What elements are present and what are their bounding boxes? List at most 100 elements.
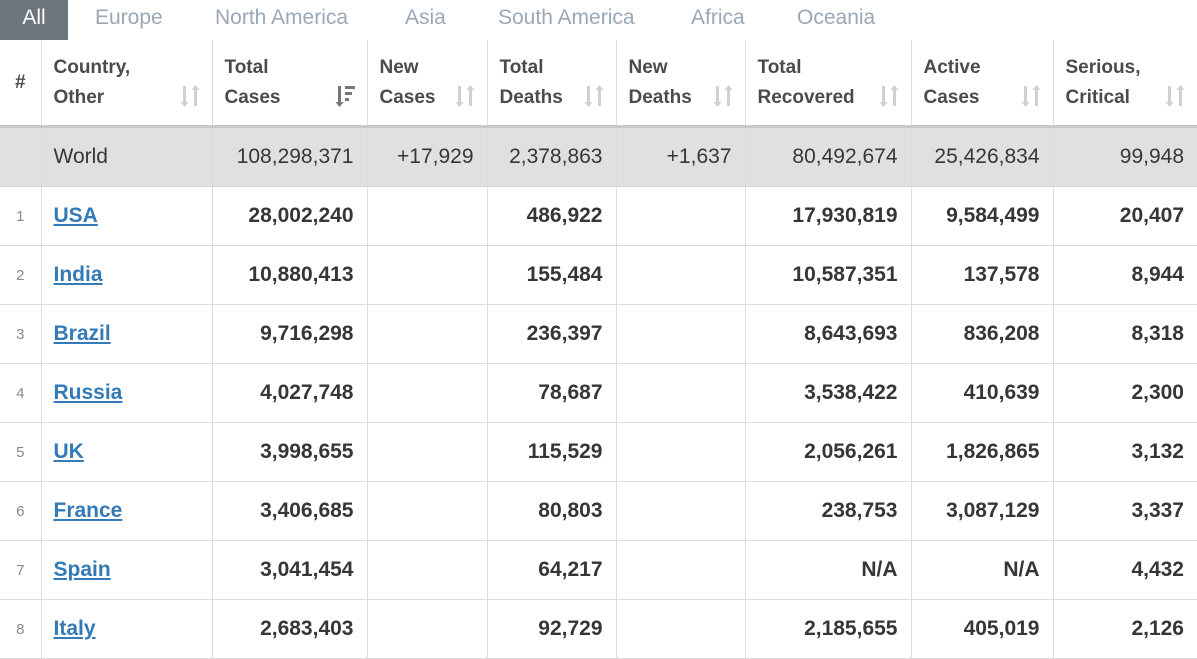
rank-cell: 5 [0,422,42,482]
table-row: 2 India 10,880,413 155,484 10,587,351 13… [0,245,1197,305]
table-row: 5 UK 3,998,655 115,529 2,056,261 1,826,8… [0,422,1197,482]
new-cases-cell [367,599,488,659]
world-total-row: World 108,298,371 +17,929 2,378,863 +1,6… [0,126,1197,187]
sort-descending-icon[interactable] [335,84,355,108]
header-active-cases[interactable]: Active Cases [911,40,1054,128]
tab-all[interactable]: All [0,0,68,40]
new-deaths-cell [616,363,746,423]
rank-cell: 3 [0,304,42,364]
world-rank-cell [0,126,42,187]
total-cases-cell: 3,041,454 [212,540,368,600]
country-link[interactable]: UK [53,440,84,463]
new-cases-cell [367,245,488,305]
country-link[interactable]: Russia [53,381,123,404]
country-cell: USA [41,186,213,246]
header-total-deaths[interactable]: Total Deaths [487,40,617,128]
sort-both-icon[interactable] [1021,84,1041,108]
world-new-deaths-cell: +1,637 [616,126,746,187]
serious-critical-cell: 20,407 [1053,186,1197,246]
total-deaths-cell: 80,803 [487,481,617,541]
tab-asia[interactable]: Asia [405,6,446,29]
country-link[interactable]: USA [53,204,98,227]
header-serious-critical-label: Serious, Critical [1065,56,1141,108]
rank-cell: 6 [0,481,42,541]
rank-cell: 7 [0,540,42,600]
country-cell: France [41,481,213,541]
sort-both-icon[interactable] [455,84,475,108]
total-deaths-cell: 155,484 [487,245,617,305]
tab-europe[interactable]: Europe [95,6,163,29]
serious-critical-cell: 8,944 [1053,245,1197,305]
table-row: 6 France 3,406,685 80,803 238,753 3,087,… [0,481,1197,541]
total-deaths-cell: 115,529 [487,422,617,482]
total-cases-cell: 2,683,403 [212,599,368,659]
continent-tabs: All Europe North America Asia South Amer… [0,0,1197,40]
new-deaths-cell [616,599,746,659]
header-serious-critical[interactable]: Serious, Critical [1053,40,1197,128]
country-cell: UK [41,422,213,482]
header-total-recovered[interactable]: Total Recovered [745,40,912,128]
total-cases-cell: 4,027,748 [212,363,368,423]
header-country-label: Country, Other [53,56,131,108]
tab-oceania[interactable]: Oceania [797,6,876,29]
tab-north-america[interactable]: North America [215,6,349,29]
total-deaths-cell: 486,922 [487,186,617,246]
world-total-cases-cell: 108,298,371 [212,126,368,187]
serious-critical-cell: 3,337 [1053,481,1197,541]
country-link[interactable]: India [53,263,103,286]
country-link[interactable]: Spain [53,558,111,581]
header-new-cases[interactable]: New Cases [367,40,488,128]
world-total-deaths-cell: 2,378,863 [487,126,617,187]
total-recovered-cell: 238,753 [745,481,912,541]
new-cases-cell [367,540,488,600]
total-deaths-cell: 78,687 [487,363,617,423]
header-country[interactable]: Country, Other [41,40,213,128]
table-row: 8 Italy 2,683,403 92,729 2,185,655 405,0… [0,599,1197,659]
header-total-cases-label: Total Cases [224,56,281,108]
total-cases-cell: 9,716,298 [212,304,368,364]
tab-africa[interactable]: Africa [691,6,745,29]
country-cell: Italy [41,599,213,659]
serious-critical-cell: 4,432 [1053,540,1197,600]
sort-both-icon[interactable] [584,84,604,108]
country-link[interactable]: Brazil [53,322,111,345]
country-rows: 1 USA 28,002,240 486,922 17,930,819 9,58… [0,186,1197,659]
new-cases-cell [367,481,488,541]
sort-both-icon[interactable] [713,84,733,108]
total-recovered-cell: 17,930,819 [745,186,912,246]
total-deaths-cell: 64,217 [487,540,617,600]
sort-both-icon[interactable] [180,84,200,108]
country-link[interactable]: Italy [53,617,96,640]
active-cases-cell: 3,087,129 [911,481,1054,541]
table-row: 7 Spain 3,041,454 64,217 N/A N/A 4,432 [0,540,1197,600]
sort-both-icon[interactable] [1165,84,1185,108]
tab-south-america[interactable]: South America [498,6,635,29]
header-new-cases-label: New Cases [379,56,436,108]
active-cases-cell: 1,826,865 [911,422,1054,482]
total-recovered-cell: 2,185,655 [745,599,912,659]
serious-critical-cell: 8,318 [1053,304,1197,364]
active-cases-cell: 410,639 [911,363,1054,423]
header-rank-label: # [14,71,26,93]
header-total-cases[interactable]: Total Cases [212,40,368,128]
table-row: 4 Russia 4,027,748 78,687 3,538,422 410,… [0,363,1197,423]
new-deaths-cell [616,304,746,364]
active-cases-cell: 836,208 [911,304,1054,364]
total-recovered-cell: 10,587,351 [745,245,912,305]
country-cell: India [41,245,213,305]
rank-cell: 8 [0,599,42,659]
active-cases-cell: N/A [911,540,1054,600]
table-row: 1 USA 28,002,240 486,922 17,930,819 9,58… [0,186,1197,246]
total-recovered-cell: 2,056,261 [745,422,912,482]
sort-both-icon[interactable] [879,84,899,108]
country-cell: Brazil [41,304,213,364]
world-country-cell: World [41,126,213,187]
country-link[interactable]: France [53,499,123,522]
new-cases-cell [367,363,488,423]
serious-critical-cell: 2,126 [1053,599,1197,659]
total-cases-cell: 10,880,413 [212,245,368,305]
total-recovered-cell: N/A [745,540,912,600]
header-new-deaths[interactable]: New Deaths [616,40,746,128]
total-deaths-cell: 236,397 [487,304,617,364]
header-rank[interactable]: # [0,40,42,128]
